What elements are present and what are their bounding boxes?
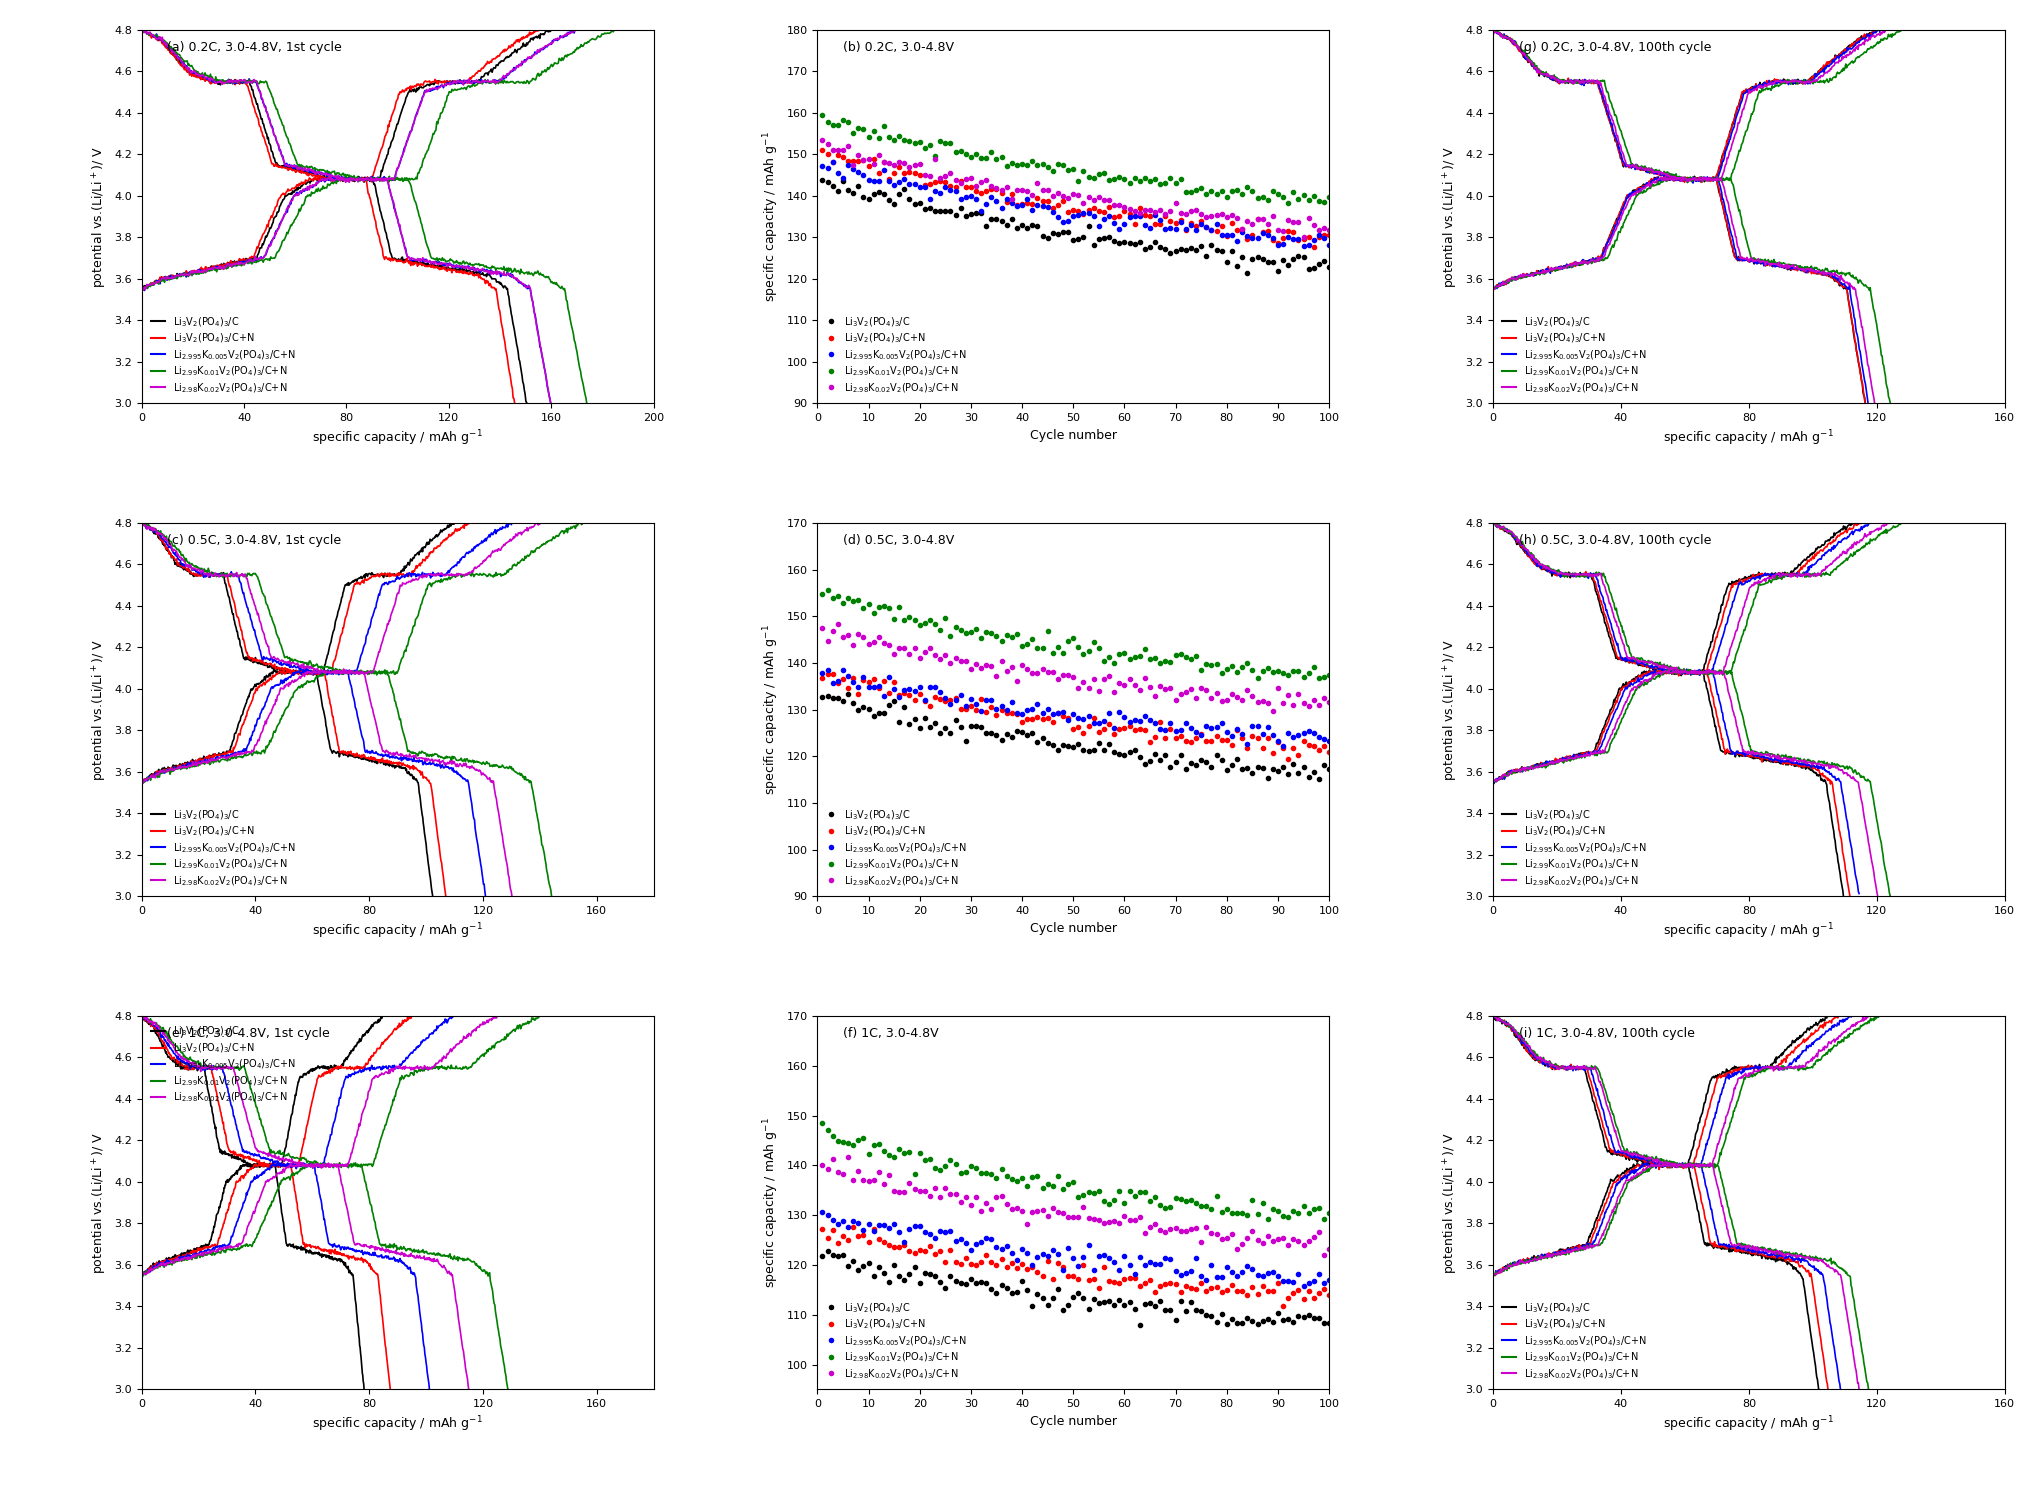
- Legend: Li$_3$V$_2$(PO$_4$)$_3$/C, Li$_3$V$_2$(PO$_4$)$_3$/C+N, Li$_{2.995}$K$_{0.005}$V: Li$_3$V$_2$(PO$_4$)$_3$/C, Li$_3$V$_2$(P…: [1498, 311, 1650, 399]
- Legend: Li$_3$V$_2$(PO$_4$)$_3$/C, Li$_3$V$_2$(PO$_4$)$_3$/C+N, Li$_{2.995}$K$_{0.005}$V: Li$_3$V$_2$(PO$_4$)$_3$/C, Li$_3$V$_2$(P…: [822, 1297, 970, 1385]
- Text: (i) 1C, 3.0-4.8V, 100th cycle: (i) 1C, 3.0-4.8V, 100th cycle: [1519, 1028, 1695, 1040]
- Text: (f) 1C, 3.0-4.8V: (f) 1C, 3.0-4.8V: [842, 1028, 938, 1040]
- Legend: Li$_3$V$_2$(PO$_4$)$_3$/C, Li$_3$V$_2$(PO$_4$)$_3$/C+N, Li$_{2.995}$K$_{0.005}$V: Li$_3$V$_2$(PO$_4$)$_3$/C, Li$_3$V$_2$(P…: [822, 804, 970, 892]
- Legend: Li$_3$V$_2$(PO$_4$)$_3$/C, Li$_3$V$_2$(PO$_4$)$_3$/C+N, Li$_{2.995}$K$_{0.005}$V: Li$_3$V$_2$(PO$_4$)$_3$/C, Li$_3$V$_2$(P…: [822, 311, 970, 399]
- X-axis label: specific capacity / mAh g$^{-1}$: specific capacity / mAh g$^{-1}$: [312, 922, 484, 941]
- X-axis label: specific capacity / mAh g$^{-1}$: specific capacity / mAh g$^{-1}$: [1663, 429, 1835, 448]
- Text: (e) 1C, 3.0-4.8V, 1st cycle: (e) 1C, 3.0-4.8V, 1st cycle: [168, 1028, 330, 1040]
- Text: (c) 0.5C, 3.0-4.8V, 1st cycle: (c) 0.5C, 3.0-4.8V, 1st cycle: [168, 535, 342, 547]
- X-axis label: Cycle number: Cycle number: [1031, 1415, 1116, 1428]
- Legend: Li$_3$V$_2$(PO$_4$)$_3$/C, Li$_3$V$_2$(PO$_4$)$_3$/C+N, Li$_{2.995}$K$_{0.005}$V: Li$_3$V$_2$(PO$_4$)$_3$/C, Li$_3$V$_2$(P…: [1498, 1297, 1650, 1385]
- Y-axis label: potential vs.(Li/Li$^+$)/ V: potential vs.(Li/Li$^+$)/ V: [91, 1131, 109, 1274]
- Legend: Li$_3$V$_2$(PO$_4$)$_3$/C, Li$_3$V$_2$(PO$_4$)$_3$/C+N, Li$_{2.995}$K$_{0.005}$V: Li$_3$V$_2$(PO$_4$)$_3$/C, Li$_3$V$_2$(P…: [146, 804, 300, 892]
- Y-axis label: potential vs.(Li/Li$^+$)/ V: potential vs.(Li/Li$^+$)/ V: [91, 638, 109, 781]
- Y-axis label: potential vs.(Li/Li$^+$)/ V: potential vs.(Li/Li$^+$)/ V: [1442, 145, 1460, 288]
- Y-axis label: specific capacity / mAh g$^{-1}$: specific capacity / mAh g$^{-1}$: [761, 131, 782, 302]
- Text: (g) 0.2C, 3.0-4.8V, 100th cycle: (g) 0.2C, 3.0-4.8V, 100th cycle: [1519, 42, 1711, 54]
- Text: (h) 0.5C, 3.0-4.8V, 100th cycle: (h) 0.5C, 3.0-4.8V, 100th cycle: [1519, 535, 1711, 547]
- Y-axis label: specific capacity / mAh g$^{-1}$: specific capacity / mAh g$^{-1}$: [761, 1118, 782, 1288]
- Text: (b) 0.2C, 3.0-4.8V: (b) 0.2C, 3.0-4.8V: [842, 42, 954, 54]
- Legend: Li$_3$V$_2$(PO$_4$)$_3$/C, Li$_3$V$_2$(PO$_4$)$_3$/C+N, Li$_{2.995}$K$_{0.005}$V: Li$_3$V$_2$(PO$_4$)$_3$/C, Li$_3$V$_2$(P…: [1498, 804, 1650, 892]
- X-axis label: specific capacity / mAh g$^{-1}$: specific capacity / mAh g$^{-1}$: [1663, 1415, 1835, 1434]
- X-axis label: specific capacity / mAh g$^{-1}$: specific capacity / mAh g$^{-1}$: [1663, 922, 1835, 941]
- Text: (a) 0.2C, 3.0-4.8V, 1st cycle: (a) 0.2C, 3.0-4.8V, 1st cycle: [168, 42, 342, 54]
- X-axis label: specific capacity / mAh g$^{-1}$: specific capacity / mAh g$^{-1}$: [312, 429, 484, 448]
- Legend: Li$_3$V$_2$(PO$_4$)$_3$/C, Li$_3$V$_2$(PO$_4$)$_3$/C+N, Li$_{2.995}$K$_{0.005}$V: Li$_3$V$_2$(PO$_4$)$_3$/C, Li$_3$V$_2$(P…: [146, 1020, 300, 1109]
- X-axis label: specific capacity / mAh g$^{-1}$: specific capacity / mAh g$^{-1}$: [312, 1415, 484, 1434]
- X-axis label: Cycle number: Cycle number: [1031, 429, 1116, 442]
- Y-axis label: potential vs.(Li/Li$^+$)/ V: potential vs.(Li/Li$^+$)/ V: [1442, 1131, 1460, 1274]
- Legend: Li$_3$V$_2$(PO$_4$)$_3$/C, Li$_3$V$_2$(PO$_4$)$_3$/C+N, Li$_{2.995}$K$_{0.005}$V: Li$_3$V$_2$(PO$_4$)$_3$/C, Li$_3$V$_2$(P…: [146, 311, 300, 399]
- X-axis label: Cycle number: Cycle number: [1031, 922, 1116, 935]
- Text: (d) 0.5C, 3.0-4.8V: (d) 0.5C, 3.0-4.8V: [842, 535, 954, 547]
- Y-axis label: specific capacity / mAh g$^{-1}$: specific capacity / mAh g$^{-1}$: [761, 624, 782, 795]
- Y-axis label: potential vs.(Li/Li$^+$)/ V: potential vs.(Li/Li$^+$)/ V: [1442, 638, 1460, 781]
- Y-axis label: potential vs.(Li/Li$^+$)/ V: potential vs.(Li/Li$^+$)/ V: [91, 145, 109, 288]
